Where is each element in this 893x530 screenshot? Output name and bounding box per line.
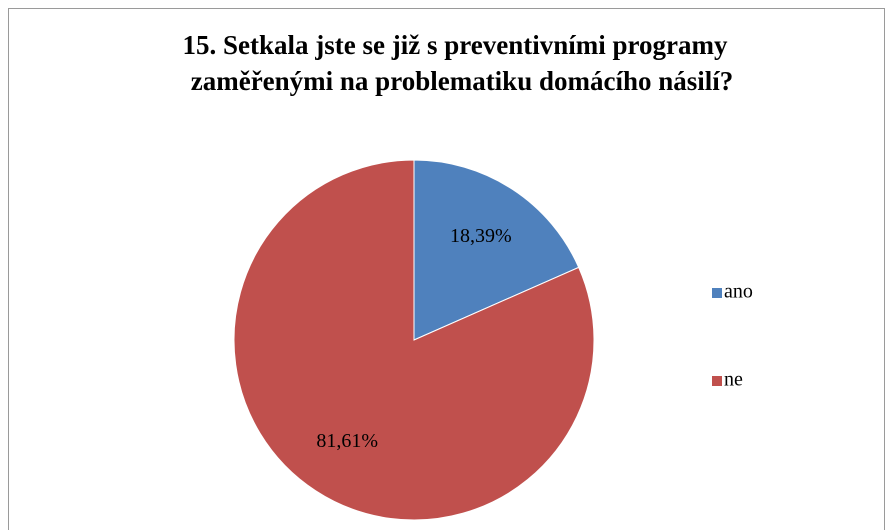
legend-swatch <box>712 376 722 386</box>
pie-slice <box>413 159 580 341</box>
chart-title: 15. Setkala jste se již s preventivními … <box>183 30 728 60</box>
data-label: 81,61% <box>316 430 378 452</box>
pie-slice <box>233 159 595 521</box>
legend-label: ne <box>724 369 743 391</box>
legend-swatch <box>712 288 722 298</box>
data-label: 18,39% <box>450 225 512 247</box>
chart-title: zaměřenými na problematiku domácího nási… <box>191 66 734 96</box>
legend-label: ano <box>724 281 753 303</box>
